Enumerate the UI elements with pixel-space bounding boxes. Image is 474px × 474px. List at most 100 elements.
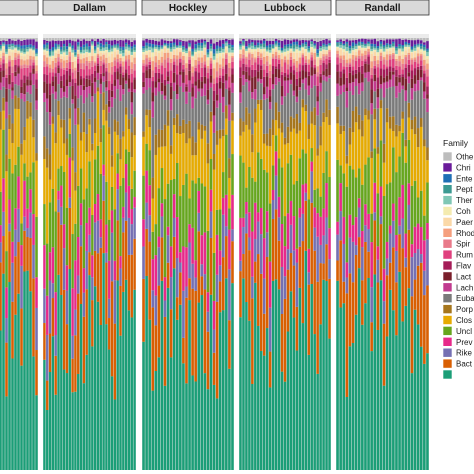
bar-segment (148, 78, 151, 88)
bar-segment (203, 61, 207, 65)
bar-segment (35, 59, 38, 66)
bar-segment (228, 158, 231, 178)
bar-segment (351, 282, 355, 343)
bar-segment (407, 229, 411, 289)
bar-segment (221, 52, 225, 54)
bar-segment (376, 49, 380, 53)
bar-segment (310, 39, 313, 42)
bar-segment (348, 273, 352, 347)
bar-segment (48, 68, 52, 73)
bar-segment (20, 154, 23, 224)
bar-segment (348, 64, 352, 67)
bar-segment (35, 216, 38, 278)
bar-segment (345, 155, 349, 164)
bar-segment (29, 94, 32, 103)
bar-segment (119, 159, 122, 186)
bar-segment (91, 38, 94, 40)
bar-segment (182, 132, 185, 185)
bar-segment (71, 234, 74, 289)
bar-segment (228, 55, 231, 63)
bar-segment (404, 67, 408, 79)
bar-segment (133, 40, 136, 45)
bar-segment (319, 196, 322, 217)
bar-segment (32, 59, 35, 63)
bar-segment (280, 314, 284, 372)
bar-segment (29, 237, 32, 292)
bar-segment (262, 143, 266, 170)
bar-segment (154, 67, 158, 73)
legend-swatch (442, 195, 453, 205)
bar-segment (145, 48, 148, 51)
bar-segment (54, 50, 57, 53)
bar-segment (379, 49, 383, 52)
bar-segment (319, 263, 322, 325)
bar-segment (99, 52, 102, 57)
bar-segment (157, 64, 161, 69)
bar-segment (262, 355, 266, 470)
bar-segment (254, 76, 257, 90)
bar-segment (197, 129, 201, 178)
bar-segment (298, 48, 302, 51)
bar-segment (77, 58, 80, 64)
bar-segment (304, 183, 308, 193)
bar-segment (105, 41, 108, 45)
legend-swatch (442, 162, 453, 173)
bar-segment (54, 47, 57, 50)
bar-segment (265, 76, 269, 87)
bar-segment (154, 87, 158, 96)
bar-segment (48, 83, 52, 95)
bar-segment (54, 99, 57, 133)
bar-segment (88, 161, 91, 208)
bar-segment (163, 44, 167, 46)
bar-segment (419, 190, 423, 228)
bar-segment (68, 75, 71, 83)
bar-segment (280, 266, 284, 315)
bar-segment (79, 79, 83, 86)
bar-segment (93, 48, 97, 51)
bar-segment (46, 40, 49, 43)
bar-segment (301, 39, 305, 44)
bar-segment (32, 244, 35, 279)
bar-segment (191, 66, 194, 73)
bar-segment (316, 55, 319, 58)
bar-segment (29, 50, 32, 56)
bar-segment (322, 80, 325, 113)
bar-segment (268, 44, 272, 48)
bar-segment (79, 246, 83, 304)
bar-segment (231, 50, 234, 53)
bar-segment (127, 217, 131, 255)
bar-segment (398, 66, 401, 75)
bar-segment (60, 76, 63, 81)
bar-segment (116, 89, 119, 122)
bar-segment (254, 202, 257, 240)
bar-segment (262, 169, 266, 239)
bar-segment (280, 104, 284, 123)
bar-segment (361, 73, 364, 83)
bar-segment (124, 114, 128, 150)
bar-segment (8, 66, 11, 75)
bar-segment (194, 71, 197, 82)
bar-segment (251, 177, 254, 232)
bar-segment (373, 47, 377, 50)
bar-segment (345, 87, 349, 92)
bar-segment (93, 70, 97, 78)
bar-segment (245, 302, 248, 470)
legend-title: Family (443, 138, 469, 148)
legend-swatch (442, 151, 453, 162)
bar-segment (200, 67, 204, 77)
bar-segment (182, 290, 185, 338)
bar-segment (277, 47, 281, 51)
bar-segment (388, 38, 392, 40)
bar-segment (410, 78, 414, 89)
bar-segment (225, 58, 228, 65)
bar-segment (316, 49, 319, 54)
bar-segment (225, 54, 228, 59)
bar-segment (2, 56, 5, 60)
bar-segment (169, 82, 173, 87)
bar-segment (127, 310, 131, 470)
bar-segment (0, 330, 2, 470)
bar-segment (304, 51, 308, 56)
bar-segment (2, 70, 5, 78)
bar-segment (351, 51, 355, 55)
bar-segment (20, 79, 23, 87)
